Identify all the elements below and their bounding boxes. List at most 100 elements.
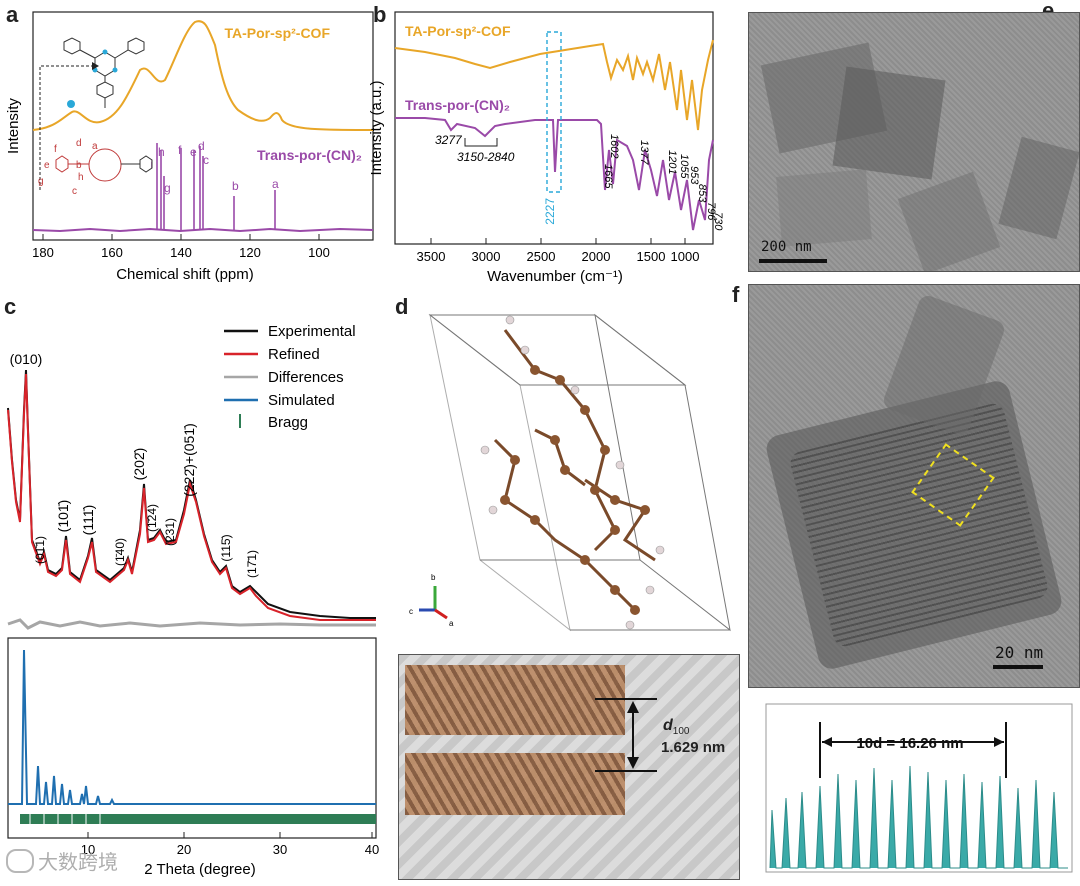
panel-b-series-bottom: Trans-por-(CN)₂ [405,97,510,113]
panel-d-cell-box [428,313,731,632]
panel-c-line-differences [7,618,376,630]
panel-g-d-value: 1.629 nm [661,739,726,756]
particle [998,136,1079,240]
peak-letter-a: a [272,177,279,191]
svg-text:796: 796 [705,202,717,221]
peak-letter-e: e [190,145,197,159]
panel-d-axes-triad [419,586,448,620]
panel-c-chart: Experimental Refined Differences Simulat… [7,323,379,878]
legend-refined: Refined [268,346,320,363]
panel-e-tem-image: 200 nm [748,12,1080,272]
svg-text:1665: 1665 [602,164,614,189]
panel-a-arrowhead [92,62,99,70]
panel-c-legend: Experimental Refined Differences Simulat… [224,323,356,431]
panel-b-series-top: TA-Por-sp²-COF [405,23,511,39]
svg-text:953: 953 [688,166,700,185]
panel-f-scale-bar [993,665,1043,669]
svg-text:f: f [54,144,57,155]
panel-d-h-atoms [480,315,665,630]
hkl-124: (1̄24) [145,504,159,532]
panel-a-tick-140: 140 [170,245,192,260]
panel-a-xlabel: Chemical shift (ppm) [116,266,254,283]
svg-text:20: 20 [177,842,191,857]
panel-a-chart: 180 160 140 120 100 Chemical shift (ppm)… [5,11,374,283]
particle [776,169,872,247]
profile-trace [769,765,1068,869]
svg-text:a: a [449,619,454,628]
hkl-222-051: (222̄)+(051̄) [181,423,197,497]
panel-c-line-simulated [8,649,376,805]
panel-e-scale-label: 200 nm [761,239,812,255]
panel-c-hkl-labels: (010) (01̄1) (101̄) (111̄) (1̄40) (202̄)… [10,351,259,578]
hkl-115: (115̄) [219,534,233,561]
svg-text:40: 40 [365,842,379,857]
svg-text:a: a [92,141,98,152]
panel-a-line-cof [32,20,374,131]
svg-text:e: e [44,160,50,171]
legend-differences: Differences [268,369,344,386]
panel-a-tick-120: 120 [239,245,261,260]
panel-g-d-label: d100 [663,717,690,738]
panel-label-b: b [373,2,387,27]
panel-b-bracket [464,138,498,147]
svg-text:1055: 1055 [678,154,690,179]
hkl-10-1: (101̄) [55,500,71,533]
panel-b-xlabel: Wavenumber (cm⁻¹) [487,268,623,285]
svg-text:1201: 1201 [666,150,678,174]
particle [832,66,946,180]
panel-g-packing-image: d100 1.629 nm [398,654,740,880]
panel-c-xlabel: 2 Theta (degree) [144,861,255,878]
svg-text:2000: 2000 [582,249,611,264]
panel-b: b 3500 3000 2500 2000 1500 1000 Wavenumb… [365,0,735,290]
panel-label-f: f [732,282,740,307]
svg-text:3000: 3000 [472,249,501,264]
svg-text:1377: 1377 [638,140,650,165]
watermark: 大数跨境 [6,846,118,875]
panel-label-a: a [6,2,19,27]
panel-f-scale-label: 20 nm [995,643,1044,662]
peak-letter-d: d [198,139,205,153]
watermark-logo-icon [6,848,34,873]
panel-a-line-monomer [32,227,374,233]
panel-b-ann-2227: 2227 [543,198,557,225]
legend-bragg: Bragg [268,414,308,431]
svg-text:c: c [72,186,77,197]
peak-letter-h: h [158,145,165,159]
panel-e-scale-bar [759,259,827,263]
panel-g-dimension [595,698,657,772]
hkl-01-1: (01̄1) [33,536,47,564]
panel-a-porphyrin-structure [55,148,153,182]
panel-d-unit-cell: b c a [409,313,731,632]
peak-letter-c: c [203,153,209,167]
panel-b-line-monomer [395,117,714,231]
panel-a-tick-160: 160 [101,245,123,260]
panel-b-chart: 3500 3000 2500 2000 1500 1000 Wavenumber… [368,11,724,285]
panel-d-axis-labels: b c a [409,573,454,628]
panel-a-frame [32,11,374,241]
svg-text:h: h [78,172,84,183]
packing-layer-bottom [405,753,625,815]
panel-g-profile-label: 10d = 16.26 nm [856,735,963,752]
legend-experimental: Experimental [268,323,356,340]
panel-b-ann-right: 1665 1602 1377 1201 1055 953 853 796 730 [602,134,724,231]
panel-a-ylabel: Intensity [5,98,22,154]
svg-text:d: d [76,138,82,149]
hkl-171: (17̄1) [245,550,259,578]
peak-letter-b: b [232,179,239,193]
panel-a-tick-180: 180 [32,245,54,260]
panel-a-carbon-marker [67,100,75,108]
peak-letter-f: f [178,143,182,157]
panel-label-c: c [4,294,17,319]
panel-a-triazine-structure [63,37,145,108]
svg-text:730: 730 [712,212,724,231]
svg-text:g: g [38,176,44,187]
panel-g-line-profile: 10d = 16.26 nm [760,700,1078,878]
panel-a-structure-letters: e f a d b g h c [38,138,98,197]
svg-text:1500: 1500 [637,249,666,264]
panel-c-bragg-ticks [20,814,376,824]
svg-text:1000: 1000 [671,249,700,264]
panel-b-line-cof [394,39,714,131]
panel-f-hrtem-image: 20 nm [748,284,1080,688]
panel-b-highlight-2227 [546,31,562,193]
panel-c: c Experimental Refined Differences Simul… [0,290,385,881]
